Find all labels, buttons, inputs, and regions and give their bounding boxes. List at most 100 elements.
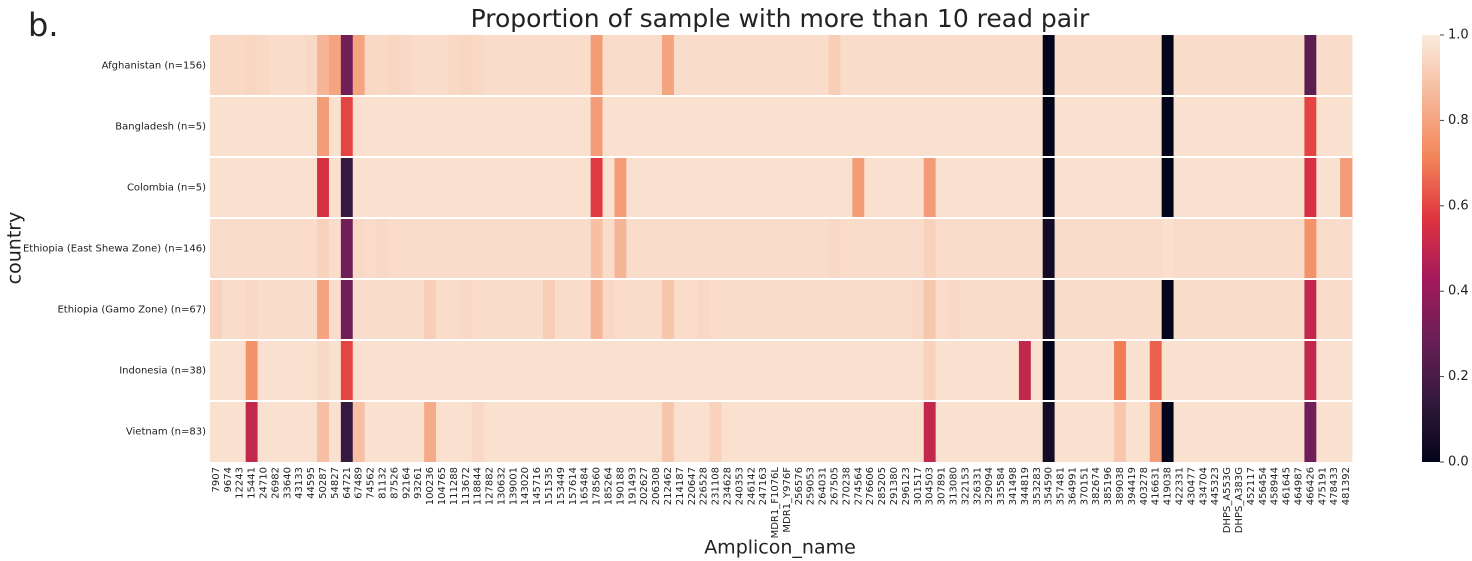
heatmap-cell bbox=[662, 35, 675, 96]
heatmap-cell bbox=[828, 96, 841, 157]
x-tick-label: 212462 bbox=[663, 467, 674, 505]
heatmap-cell bbox=[947, 35, 960, 96]
heatmap-cell bbox=[1256, 157, 1270, 218]
heatmap-cell bbox=[257, 401, 270, 462]
heatmap-cell bbox=[317, 279, 330, 340]
heatmap-cell bbox=[1173, 340, 1186, 401]
x-tick-label: 185264 bbox=[604, 467, 615, 505]
heatmap-cell bbox=[792, 401, 806, 462]
heatmap-cell bbox=[305, 279, 318, 340]
heatmap-cell bbox=[210, 35, 223, 96]
heatmap-cell bbox=[1185, 279, 1198, 340]
heatmap-cell bbox=[888, 96, 901, 157]
heatmap-cell bbox=[364, 157, 377, 218]
heatmap-cell bbox=[1137, 401, 1151, 462]
heatmap-cell bbox=[662, 401, 675, 462]
heatmap-cell bbox=[899, 401, 913, 462]
heatmap-cell bbox=[1244, 96, 1258, 157]
heatmap-cell bbox=[317, 35, 330, 96]
heatmap-cell bbox=[328, 157, 342, 218]
heatmap-cell bbox=[483, 401, 496, 462]
heatmap-cell bbox=[1042, 218, 1056, 279]
heatmap-cell bbox=[317, 401, 330, 462]
heatmap-cell bbox=[804, 340, 818, 401]
heatmap-cell bbox=[293, 218, 306, 279]
heatmap-cell bbox=[935, 157, 948, 218]
x-tick-label: 256576 bbox=[794, 467, 805, 505]
heatmap-cell bbox=[400, 340, 413, 401]
heatmap-cell bbox=[792, 218, 806, 279]
heatmap-cell bbox=[471, 218, 485, 279]
x-tick-label: 291380 bbox=[889, 467, 900, 505]
x-tick-label: 145716 bbox=[532, 467, 543, 505]
heatmap-cell bbox=[602, 157, 615, 218]
heatmap-cell bbox=[947, 340, 960, 401]
x-tick-label: 394419 bbox=[1127, 467, 1138, 505]
heatmap-cell bbox=[495, 340, 508, 401]
heatmap-cell bbox=[757, 279, 770, 340]
heatmap-cell bbox=[709, 35, 722, 96]
heatmap-cell bbox=[685, 340, 699, 401]
heatmap-cell bbox=[1328, 218, 1341, 279]
heatmap-cell bbox=[1030, 340, 1044, 401]
x-tick-label: 357481 bbox=[1056, 467, 1067, 505]
heatmap-cell bbox=[721, 279, 734, 340]
heatmap-cell bbox=[257, 340, 270, 401]
heatmap-cell bbox=[1090, 35, 1103, 96]
heatmap-cell bbox=[1054, 96, 1067, 157]
heatmap-cell bbox=[1149, 35, 1163, 96]
heatmap-cell bbox=[816, 35, 829, 96]
heatmap-cell bbox=[1054, 340, 1067, 401]
heatmap-cell bbox=[733, 35, 746, 96]
heatmap-cell bbox=[614, 279, 627, 340]
heatmap-cell bbox=[697, 279, 711, 340]
heatmap-cell bbox=[697, 218, 711, 279]
heatmap-cell bbox=[1078, 218, 1091, 279]
heatmap-cell bbox=[1007, 401, 1020, 462]
heatmap-cell bbox=[602, 218, 615, 279]
heatmap-cell bbox=[804, 157, 818, 218]
y-axis-label: country bbox=[4, 212, 26, 285]
heatmap-cell bbox=[566, 340, 580, 401]
heatmap-cell bbox=[781, 401, 794, 462]
heatmap-cell bbox=[578, 279, 592, 340]
heatmap-cell bbox=[1054, 218, 1067, 279]
heatmap-cell bbox=[673, 157, 687, 218]
heatmap-cell bbox=[364, 401, 377, 462]
heatmap-cell bbox=[1233, 340, 1246, 401]
heatmap-cell bbox=[364, 35, 377, 96]
heatmap-cell bbox=[1209, 401, 1222, 462]
heatmap-cell bbox=[1066, 340, 1079, 401]
heatmap-cell bbox=[293, 401, 306, 462]
heatmap-cell bbox=[1268, 401, 1282, 462]
x-tick-label: 301517 bbox=[913, 467, 924, 505]
heatmap-cell bbox=[436, 96, 449, 157]
heatmap-cell bbox=[412, 96, 425, 157]
y-tick-label: Ethiopia (Gamo Zone) (n=67) bbox=[57, 305, 206, 316]
heatmap-cell bbox=[781, 96, 794, 157]
x-tick-label: 276606 bbox=[865, 467, 876, 505]
x-tick-label: 206308 bbox=[651, 467, 662, 505]
heatmap-cell bbox=[745, 96, 758, 157]
x-tick-label: 214187 bbox=[675, 467, 686, 505]
heatmap-cell bbox=[1078, 35, 1091, 96]
heatmap-cell bbox=[1244, 218, 1258, 279]
heatmap-cell bbox=[876, 218, 889, 279]
heatmap-cell bbox=[840, 157, 853, 218]
heatmap-cell bbox=[233, 340, 247, 401]
heatmap-cell bbox=[864, 340, 877, 401]
heatmap-cell bbox=[233, 157, 247, 218]
heatmap-cell bbox=[697, 96, 711, 157]
heatmap-cell bbox=[781, 340, 794, 401]
heatmap-cell bbox=[210, 96, 223, 157]
heatmap-cell bbox=[388, 401, 401, 462]
heatmap-cell bbox=[1161, 401, 1174, 462]
heatmap-cell bbox=[899, 279, 913, 340]
heatmap-cell bbox=[507, 279, 520, 340]
heatmap-cell bbox=[328, 340, 342, 401]
heatmap-cell bbox=[983, 218, 996, 279]
heatmap-cell bbox=[1018, 340, 1032, 401]
heatmap-cell bbox=[447, 157, 461, 218]
heatmap-cell bbox=[709, 157, 722, 218]
heatmap-cell bbox=[1316, 35, 1329, 96]
